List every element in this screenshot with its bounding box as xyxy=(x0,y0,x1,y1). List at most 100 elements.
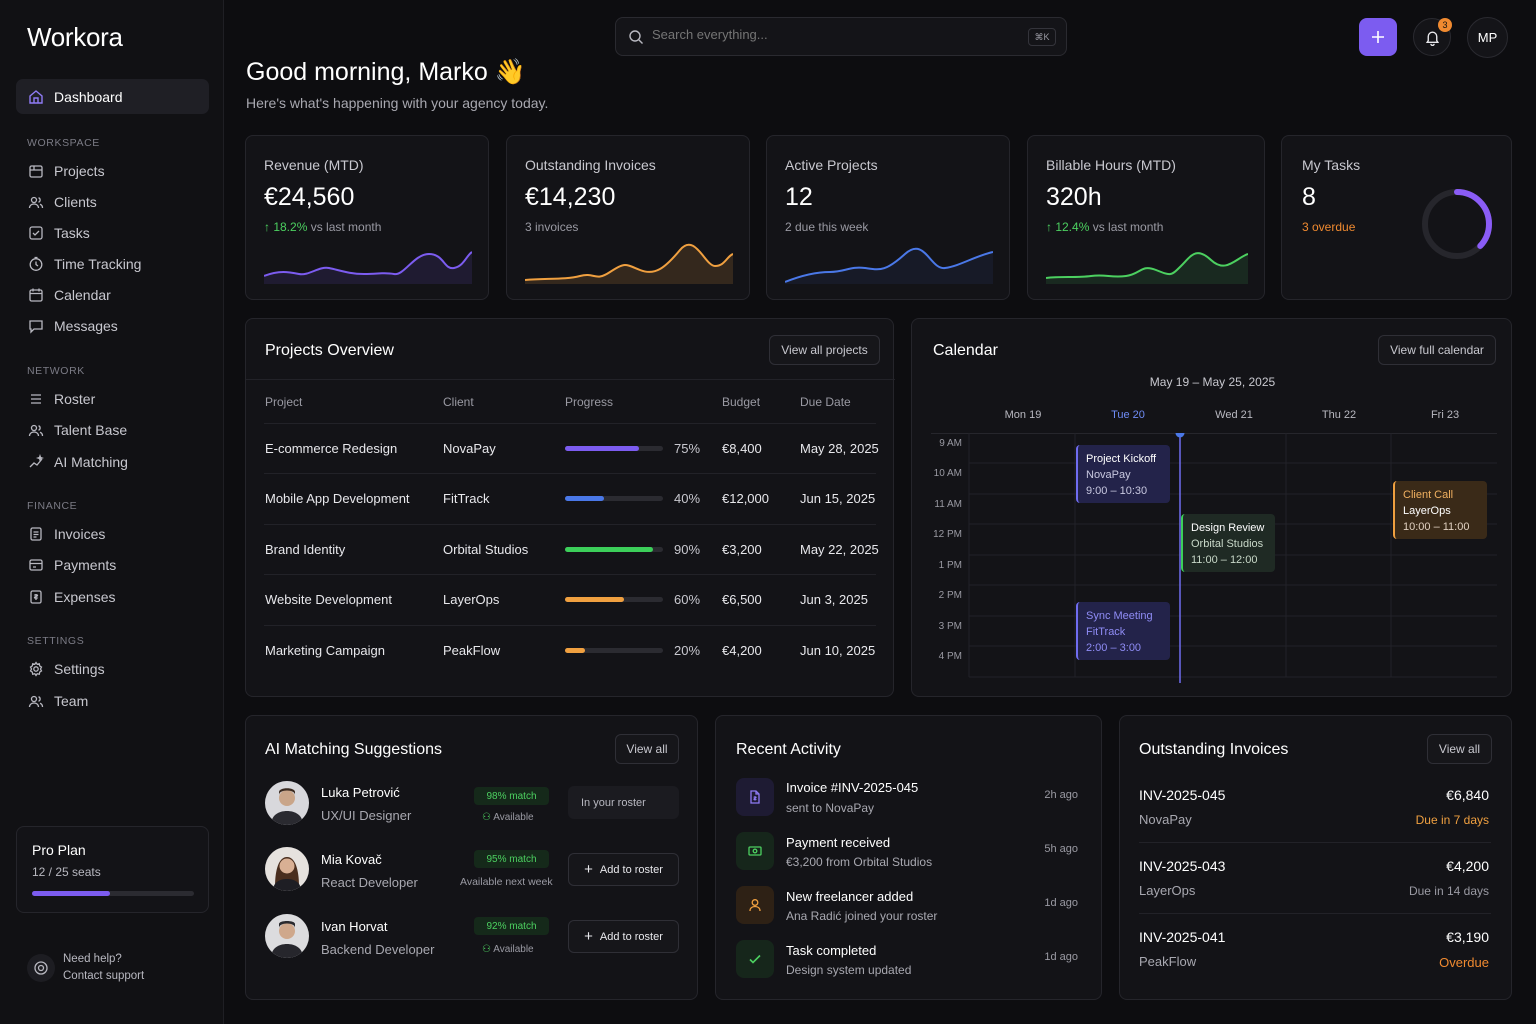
page-subtitle: Here's what's happening with your agency… xyxy=(246,95,549,111)
ai-matching-card: AI Matching Suggestions View all Luka Pe… xyxy=(245,715,698,1000)
contact-support-link[interactable]: Contact support xyxy=(63,970,145,982)
view-all-projects-button[interactable]: View all projects xyxy=(769,335,880,365)
event-title: Sync Meeting xyxy=(1086,610,1153,622)
calendar-card: Calendar View full calendar May 19 – May… xyxy=(911,318,1512,697)
card-title: AI Matching Suggestions xyxy=(265,741,442,758)
invoice-status: Overdue xyxy=(1439,955,1489,970)
time-label: 4 PM xyxy=(938,651,962,662)
bell-icon xyxy=(1425,31,1439,46)
availability-label: Available xyxy=(493,812,534,823)
sidebar-item-ai-matching[interactable]: AI Matching xyxy=(16,444,209,479)
sidebar-item-talent-base[interactable]: Talent Base xyxy=(16,412,209,447)
calendar-day[interactable]: Mon 19 xyxy=(1004,409,1042,421)
stat-trend: ↑ 12.4% vs last month xyxy=(1046,220,1163,234)
stat-card-revenue[interactable]: Revenue (MTD) €24,560 ↑ 18.2% vs last mo… xyxy=(245,135,489,300)
view-all-button[interactable]: View all xyxy=(1427,734,1492,764)
add-to-roster-button[interactable]: + Add to roster xyxy=(568,853,679,886)
calendar-day[interactable]: Fri 23 xyxy=(1430,409,1460,421)
calendar-day[interactable]: Thu 22 xyxy=(1321,409,1357,421)
divider xyxy=(264,524,876,525)
time-label: 12 PM xyxy=(933,529,962,540)
stat-card-billable-hours[interactable]: Billable Hours (MTD) 320h ↑ 12.4% vs las… xyxy=(1027,135,1265,300)
sidebar-item-roster[interactable]: Roster xyxy=(16,381,209,416)
invoice-amount: €3,190 xyxy=(1446,929,1489,945)
calendar-event[interactable]: Project Kickoff NovaPay 9:00 – 10:30 xyxy=(1076,445,1170,503)
project-client: NovaPay xyxy=(443,441,496,456)
add-to-roster-button[interactable]: + Add to roster xyxy=(568,920,679,953)
trend-value: ↑ 12.4% xyxy=(1046,220,1090,234)
search-bar[interactable]: ⌘K xyxy=(615,17,1067,56)
event-title: Project Kickoff xyxy=(1086,453,1157,465)
outstanding-invoices-card: Outstanding Invoices View all INV-2025-0… xyxy=(1119,715,1512,1000)
progress-bar xyxy=(565,597,663,602)
activity-title: Task completed xyxy=(786,943,877,958)
sidebar-item-team[interactable]: Team xyxy=(16,683,209,718)
calendar-event[interactable]: Sync Meeting FitTrack 2:00 – 3:00 xyxy=(1076,602,1170,660)
stat-card-outstanding-invoices[interactable]: Outstanding Invoices €14,230 3 invoices xyxy=(506,135,750,300)
stat-card-my-tasks[interactable]: My Tasks 8 3 overdue xyxy=(1281,135,1512,300)
project-name: Mobile App Development xyxy=(265,491,410,506)
sidebar-item-label: Dashboard xyxy=(54,88,123,105)
search-input[interactable] xyxy=(652,27,1012,42)
user-avatar[interactable]: MP xyxy=(1467,17,1508,58)
sidebar-item-calendar[interactable]: Calendar xyxy=(16,277,209,312)
project-due-date: Jun 10, 2025 xyxy=(800,643,876,658)
stat-value: 8 xyxy=(1302,183,1316,211)
sidebar-item-invoices[interactable]: Invoices xyxy=(16,516,209,551)
project-budget: €12,000 xyxy=(722,491,769,506)
event-time: 9:00 – 10:30 xyxy=(1086,485,1148,497)
calendar-event[interactable]: Client Call LayerOps 10:00 – 11:00 xyxy=(1393,481,1487,539)
project-client: LayerOps xyxy=(443,592,500,607)
project-budget: €8,400 xyxy=(722,441,762,456)
sidebar-item-settings[interactable]: Settings xyxy=(16,651,209,686)
person-role: React Developer xyxy=(321,875,418,890)
sidebar-item-label: Tasks xyxy=(54,224,90,241)
sidebar-item-tasks[interactable]: Tasks xyxy=(16,215,209,250)
time-label: 11 AM xyxy=(934,499,962,510)
stat-trend: ↑ 18.2% vs last month xyxy=(264,220,381,234)
project-due-date: May 22, 2025 xyxy=(800,542,879,557)
availability: ⚇ Available xyxy=(482,812,534,823)
sidebar-item-clients[interactable]: Clients xyxy=(16,184,209,219)
project-name: E-commerce Redesign xyxy=(265,441,398,456)
shortcut-hint: ⌘K xyxy=(1028,28,1056,46)
help-icon xyxy=(27,954,55,982)
receipt-icon xyxy=(30,589,42,604)
person-name: Ivan Horvat xyxy=(321,919,388,934)
sidebar-item-time-tracking[interactable]: Time Tracking xyxy=(16,246,209,281)
card-title: Calendar xyxy=(933,342,998,359)
button-label: Add to roster xyxy=(599,930,663,943)
plan-card[interactable]: Pro Plan 12 / 25 seats xyxy=(16,826,209,913)
divider xyxy=(1139,913,1491,914)
match-badge: 95% match xyxy=(474,850,549,868)
users-icon xyxy=(28,196,44,208)
view-full-calendar-button[interactable]: View full calendar xyxy=(1378,335,1496,365)
help-link[interactable]: Need help? Contact support xyxy=(27,951,144,985)
sidebar: Workora Dashboard WORKSPACE Projects Cli… xyxy=(0,0,224,1024)
sparkline-chart xyxy=(264,251,472,284)
stat-card-active-projects[interactable]: Active Projects 12 2 due this week xyxy=(766,135,1010,300)
column-header: Project xyxy=(265,395,303,409)
invoice-amount: €6,840 xyxy=(1446,787,1489,803)
sidebar-item-payments[interactable]: Payments xyxy=(16,547,209,582)
sidebar-item-expenses[interactable]: Expenses xyxy=(16,579,209,614)
sparkline-chart xyxy=(1046,252,1248,284)
calendar-event[interactable]: Design Review Orbital Studios 11:00 – 12… xyxy=(1181,514,1275,572)
time-label: 9 AM xyxy=(939,438,962,449)
divider xyxy=(264,473,876,474)
calendar-day-today[interactable]: Tue 20 xyxy=(1111,409,1145,421)
sidebar-item-dashboard[interactable]: Dashboard xyxy=(16,79,209,114)
clock-icon xyxy=(29,256,43,271)
notifications-button[interactable]: 3 xyxy=(1413,18,1452,56)
invoice-id: INV-2025-043 xyxy=(1139,858,1226,874)
create-button[interactable] xyxy=(1359,18,1397,56)
sidebar-item-label: Messages xyxy=(54,317,118,334)
invoice-id: INV-2025-041 xyxy=(1139,929,1226,945)
calendar-day[interactable]: Wed 21 xyxy=(1215,409,1253,421)
activity-sub: €3,200 from Orbital Studios xyxy=(786,855,933,869)
sidebar-item-messages[interactable]: Messages xyxy=(16,308,209,343)
stat-value: €24,560 xyxy=(264,183,355,211)
view-all-button[interactable]: View all xyxy=(615,734,679,764)
availability: ⚇ Available xyxy=(482,944,534,955)
sidebar-item-projects[interactable]: Projects xyxy=(16,153,209,188)
